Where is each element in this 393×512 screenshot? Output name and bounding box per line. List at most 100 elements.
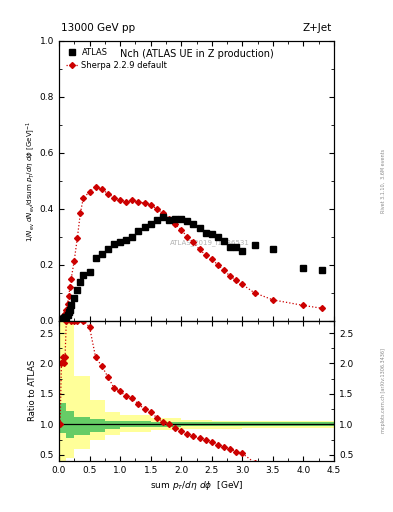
Sherpa 2.2.9 default bbox=[72, 258, 77, 264]
ATLAS bbox=[209, 231, 214, 237]
ATLAS bbox=[112, 241, 116, 247]
ATLAS bbox=[68, 307, 72, 313]
ATLAS bbox=[59, 316, 64, 323]
Sherpa 2.2.9 default bbox=[154, 206, 159, 212]
Sherpa 2.2.9 default bbox=[160, 210, 165, 216]
ATLAS bbox=[301, 265, 306, 271]
ATLAS bbox=[167, 217, 171, 223]
Sherpa 2.2.9 default bbox=[234, 277, 239, 283]
ATLAS bbox=[60, 316, 65, 322]
Sherpa 2.2.9 default bbox=[173, 221, 178, 227]
Sherpa 2.2.9 default bbox=[75, 235, 80, 241]
Sherpa 2.2.9 default bbox=[197, 246, 202, 252]
Sherpa 2.2.9 default bbox=[215, 262, 220, 268]
Sherpa 2.2.9 default bbox=[301, 303, 306, 309]
ATLAS bbox=[252, 242, 257, 248]
ATLAS bbox=[197, 225, 202, 231]
ATLAS bbox=[58, 316, 62, 323]
Sherpa 2.2.9 default bbox=[222, 267, 226, 273]
ATLAS bbox=[240, 248, 245, 254]
Sherpa 2.2.9 default bbox=[105, 190, 110, 197]
Sherpa 2.2.9 default bbox=[60, 313, 65, 319]
ATLAS bbox=[160, 214, 165, 220]
Sherpa 2.2.9 default bbox=[65, 301, 70, 307]
Sherpa 2.2.9 default bbox=[228, 273, 233, 279]
ATLAS bbox=[65, 312, 70, 318]
Sherpa 2.2.9 default bbox=[93, 183, 98, 189]
Sherpa 2.2.9 default bbox=[136, 199, 141, 205]
Sherpa 2.2.9 default bbox=[68, 284, 72, 290]
Sherpa 2.2.9 default bbox=[99, 186, 104, 193]
ATLAS bbox=[270, 246, 275, 252]
Sherpa 2.2.9 default bbox=[270, 297, 275, 303]
ATLAS bbox=[203, 229, 208, 236]
Sherpa 2.2.9 default bbox=[61, 312, 66, 318]
Sherpa 2.2.9 default bbox=[130, 198, 135, 204]
Sherpa 2.2.9 default bbox=[167, 216, 171, 222]
Text: Z+Jet: Z+Jet bbox=[303, 23, 332, 33]
Sherpa 2.2.9 default bbox=[209, 256, 214, 262]
Y-axis label: Ratio to ATLAS: Ratio to ATLAS bbox=[28, 360, 37, 421]
Text: ATLAS_2019_I1736531: ATLAS_2019_I1736531 bbox=[170, 239, 250, 246]
ATLAS bbox=[179, 216, 184, 222]
Sherpa 2.2.9 default bbox=[179, 227, 184, 233]
Sherpa 2.2.9 default bbox=[59, 315, 64, 321]
Sherpa 2.2.9 default bbox=[64, 307, 69, 313]
Line: ATLAS: ATLAS bbox=[57, 215, 325, 322]
ATLAS bbox=[185, 219, 190, 225]
ATLAS bbox=[63, 314, 68, 321]
ATLAS bbox=[105, 246, 110, 252]
ATLAS bbox=[99, 250, 104, 257]
Sherpa 2.2.9 default bbox=[203, 252, 208, 258]
ATLAS bbox=[191, 221, 196, 227]
Sherpa 2.2.9 default bbox=[148, 202, 153, 208]
ATLAS bbox=[173, 216, 178, 222]
ATLAS bbox=[93, 255, 98, 261]
Sherpa 2.2.9 default bbox=[118, 198, 123, 204]
ATLAS bbox=[142, 224, 147, 230]
Sherpa 2.2.9 default bbox=[185, 234, 190, 240]
Sherpa 2.2.9 default bbox=[320, 305, 324, 311]
ATLAS bbox=[81, 271, 86, 278]
Line: Sherpa 2.2.9 default: Sherpa 2.2.9 default bbox=[58, 184, 324, 322]
Sherpa 2.2.9 default bbox=[124, 199, 129, 205]
Sherpa 2.2.9 default bbox=[63, 311, 68, 317]
ATLAS bbox=[234, 244, 239, 250]
ATLAS bbox=[72, 295, 77, 302]
ATLAS bbox=[124, 237, 129, 243]
ATLAS bbox=[87, 269, 92, 275]
ATLAS bbox=[66, 309, 71, 315]
Text: mcplots.cern.ch [arXiv:1306.3436]: mcplots.cern.ch [arXiv:1306.3436] bbox=[381, 348, 386, 433]
ATLAS bbox=[61, 315, 66, 321]
ATLAS bbox=[69, 303, 73, 309]
Legend: ATLAS, Sherpa 2.2.9 default: ATLAS, Sherpa 2.2.9 default bbox=[63, 45, 170, 72]
ATLAS bbox=[64, 313, 69, 319]
ATLAS bbox=[215, 234, 220, 240]
ATLAS bbox=[154, 217, 159, 223]
Y-axis label: $1/N_\mathrm{ev}\ dN_\mathrm{ev}/\mathrm{dsum}\ p_T/d\eta\ d\phi\ [\mathrm{GeV}]: $1/N_\mathrm{ev}\ dN_\mathrm{ev}/\mathrm… bbox=[24, 120, 37, 242]
Sherpa 2.2.9 default bbox=[240, 282, 245, 288]
Text: 13000 GeV pp: 13000 GeV pp bbox=[61, 23, 135, 33]
X-axis label: sum $p_T/d\eta\ d\phi$  [GeV]: sum $p_T/d\eta\ d\phi$ [GeV] bbox=[150, 479, 243, 492]
ATLAS bbox=[222, 238, 226, 244]
Sherpa 2.2.9 default bbox=[142, 200, 147, 206]
ATLAS bbox=[75, 287, 80, 293]
Text: Rivet 3.1.10,  3.6M events: Rivet 3.1.10, 3.6M events bbox=[381, 149, 386, 213]
Sherpa 2.2.9 default bbox=[87, 189, 92, 195]
Sherpa 2.2.9 default bbox=[81, 195, 86, 201]
ATLAS bbox=[130, 234, 135, 240]
Sherpa 2.2.9 default bbox=[191, 240, 196, 246]
Text: Nch (ATLAS UE in Z production): Nch (ATLAS UE in Z production) bbox=[119, 49, 274, 59]
Sherpa 2.2.9 default bbox=[78, 210, 83, 216]
Sherpa 2.2.9 default bbox=[112, 195, 116, 201]
ATLAS bbox=[228, 244, 233, 250]
ATLAS bbox=[136, 228, 141, 234]
ATLAS bbox=[118, 240, 123, 246]
ATLAS bbox=[320, 267, 324, 273]
Sherpa 2.2.9 default bbox=[252, 290, 257, 296]
Sherpa 2.2.9 default bbox=[69, 276, 73, 282]
Sherpa 2.2.9 default bbox=[66, 292, 71, 298]
Sherpa 2.2.9 default bbox=[58, 316, 62, 323]
ATLAS bbox=[148, 221, 153, 227]
ATLAS bbox=[78, 279, 83, 285]
